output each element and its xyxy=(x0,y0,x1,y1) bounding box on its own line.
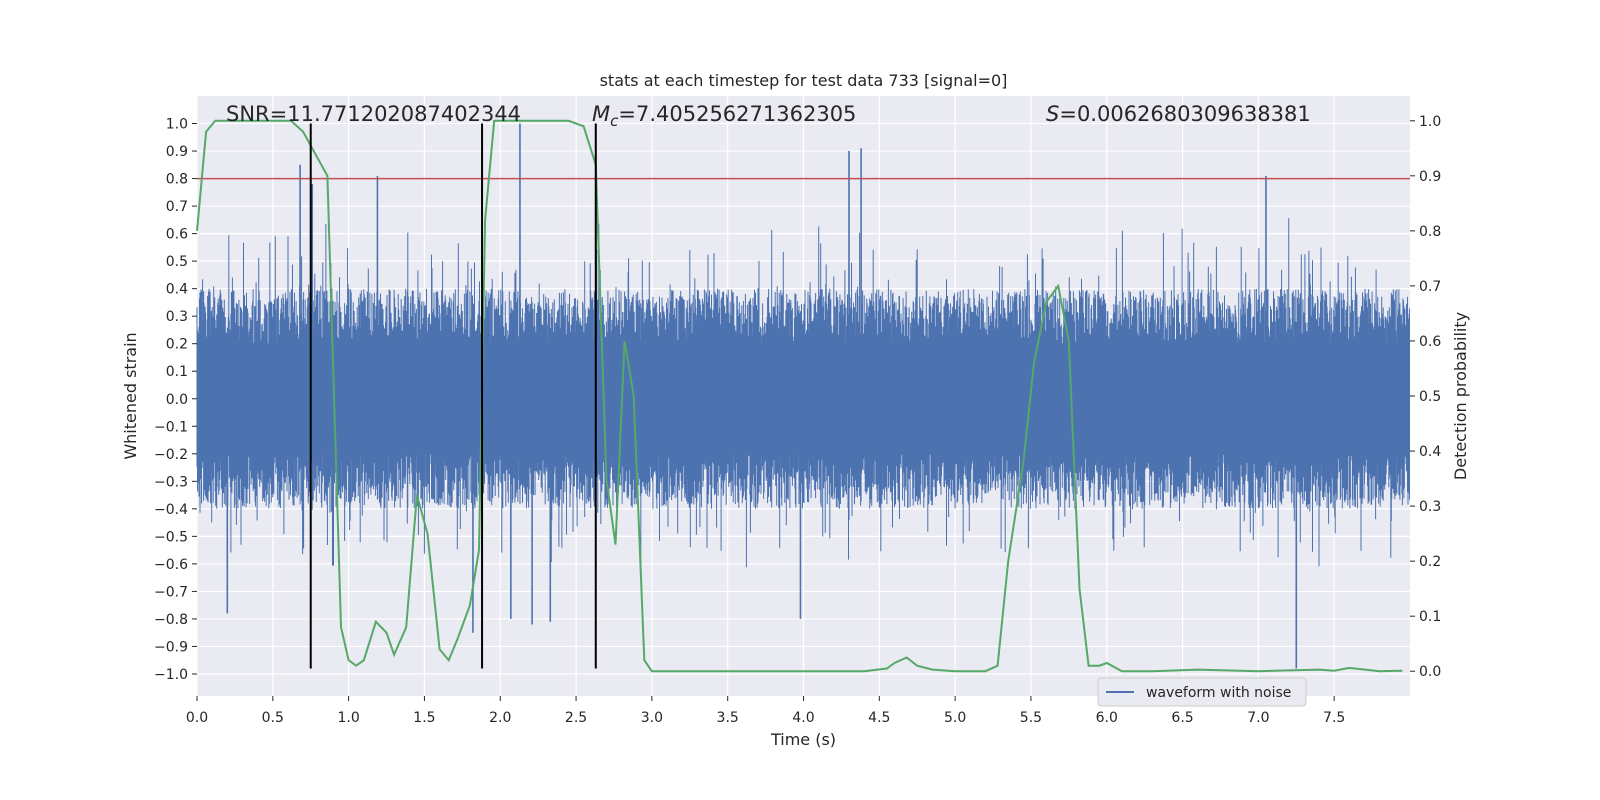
legend-box xyxy=(1097,677,1307,707)
y-tick-label: 0.1 xyxy=(166,364,188,380)
y-tick-label: 0.6 xyxy=(166,227,188,243)
legend-label-waveform: waveform with noise xyxy=(1146,685,1291,701)
y-tick-label: −0.2 xyxy=(154,447,188,463)
y-right-tick-label: 0.1 xyxy=(1419,609,1441,625)
x-tick-label: 0.5 xyxy=(262,710,284,726)
x-tick-label: 4.5 xyxy=(868,710,890,726)
y-right-tick-label: 0.0 xyxy=(1419,664,1441,680)
x-tick-label: 5.0 xyxy=(944,710,966,726)
y-right-tick-label: 0.4 xyxy=(1419,444,1441,460)
y-tick-label: −1.0 xyxy=(154,667,188,683)
chirp-mass-value: =7.405256271362305 xyxy=(618,102,856,126)
y-right-tick-label: 1.0 xyxy=(1419,114,1441,130)
y-tick-label: −0.5 xyxy=(154,529,188,545)
axis-ticks: 0.0 0.5 1.0 1.5 2.0 2.5 3.0 3.5 4.0 4.5 5.0 5.5 6.0 6… xyxy=(154,114,1441,726)
y-right-tick-label: 0.2 xyxy=(1419,554,1441,570)
x-tick-label: 2.0 xyxy=(489,710,511,726)
x-tick-label: 3.5 xyxy=(717,710,739,726)
y-tick-label: 0.9 xyxy=(166,144,188,160)
y-tick-label: −0.3 xyxy=(154,474,188,490)
chart-title: stats at each timestep for test data 733… xyxy=(600,71,1008,90)
chirp-mass-annotation: Mc=7.405256271362305 xyxy=(592,102,856,130)
s-value: =0.0062680309638381 xyxy=(1059,102,1310,126)
probability-series xyxy=(196,119,1403,673)
y-tick-label: 1.0 xyxy=(166,117,188,133)
x-tick-label: 7.5 xyxy=(1323,710,1345,726)
y-right-tick-label: 0.7 xyxy=(1419,279,1441,295)
x-tick-label: 3.0 xyxy=(641,710,663,726)
y-right-tick-label: 0.8 xyxy=(1419,224,1441,240)
x-tick-label: 5.5 xyxy=(1020,710,1042,726)
y-tick-label: −0.6 xyxy=(154,557,188,573)
y-axis-right-label: Detection probability xyxy=(1451,312,1470,480)
x-tick-label: 6.0 xyxy=(1096,710,1118,726)
y-right-tick-label: 0.6 xyxy=(1419,334,1441,350)
y-tick-label: −0.1 xyxy=(154,419,188,435)
x-tick-label: 4.0 xyxy=(792,710,814,726)
x-tick-label: 1.5 xyxy=(413,710,435,726)
y-tick-label: −0.7 xyxy=(154,584,188,600)
s-symbol: S xyxy=(1046,102,1059,126)
y-right-tick-label: 0.9 xyxy=(1419,169,1441,185)
waveform-series xyxy=(196,123,1410,669)
y-right-tick-label: 0.3 xyxy=(1419,499,1441,515)
probability-line xyxy=(196,119,1403,673)
chirp-mass-symbol: M xyxy=(592,102,610,126)
y-tick-label: 0.7 xyxy=(166,199,188,215)
snr-annotation: SNR=11.771202087402344 xyxy=(226,102,521,126)
y-tick-label: 0.8 xyxy=(166,172,188,188)
y-tick-label: 0.2 xyxy=(166,337,188,353)
y-tick-label: −0.8 xyxy=(154,612,188,628)
y-tick-label: 0.4 xyxy=(166,282,188,298)
x-tick-label: 0.0 xyxy=(186,710,208,726)
x-axis-label: Time (s) xyxy=(770,730,836,749)
y-tick-label: 0.3 xyxy=(166,309,188,325)
y-right-tick-label: 0.5 xyxy=(1419,389,1441,405)
x-tick-label: 2.5 xyxy=(565,710,587,726)
x-tick-label: 6.5 xyxy=(1171,710,1193,726)
y-tick-label: −0.4 xyxy=(154,502,188,518)
x-tick-label: 1.0 xyxy=(337,710,359,726)
y-tick-label: −0.9 xyxy=(154,639,188,655)
legend: waveform with noise xyxy=(1097,677,1307,707)
vertical-markers xyxy=(309,123,597,669)
y-tick-label: 0.0 xyxy=(166,392,188,408)
y-axis-label: Whitened strain xyxy=(121,332,140,459)
y-tick-label: 0.5 xyxy=(166,254,188,270)
x-tick-label: 7.0 xyxy=(1247,710,1269,726)
chirp-mass-subscript: c xyxy=(610,112,619,130)
waveform-line xyxy=(196,218,1410,573)
s-annotation: S=0.0062680309638381 xyxy=(1046,102,1311,126)
